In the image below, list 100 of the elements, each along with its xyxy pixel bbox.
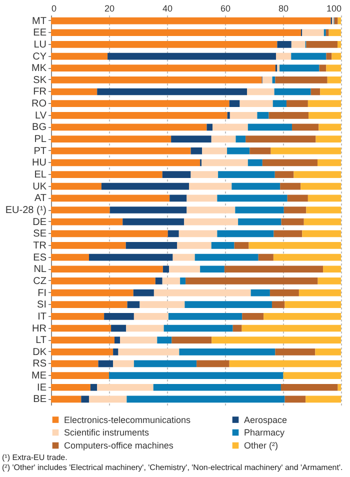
bar bbox=[51, 29, 301, 36]
y-tick-label: EE bbox=[33, 28, 47, 39]
legend-label: Other (²) bbox=[244, 440, 278, 450]
bar bbox=[88, 396, 127, 403]
bar bbox=[168, 230, 179, 238]
legend-label: Computers-office machines bbox=[64, 440, 174, 450]
bar bbox=[274, 171, 294, 178]
bar bbox=[248, 159, 262, 166]
bar bbox=[246, 136, 316, 142]
bar bbox=[276, 52, 292, 60]
bar bbox=[118, 348, 180, 356]
bar bbox=[51, 194, 170, 202]
bar bbox=[277, 64, 280, 72]
bar bbox=[126, 242, 178, 249]
bar bbox=[178, 230, 218, 238]
bar bbox=[51, 182, 102, 190]
bar bbox=[298, 289, 341, 296]
bar bbox=[308, 112, 341, 119]
y-tick-label: HR bbox=[32, 323, 46, 334]
bar bbox=[51, 348, 114, 356]
bar bbox=[51, 218, 123, 226]
y-tick-label: EL bbox=[34, 170, 47, 181]
bar bbox=[217, 230, 274, 238]
bar bbox=[326, 52, 332, 60]
bar bbox=[302, 29, 324, 36]
bar bbox=[212, 336, 341, 344]
bar bbox=[127, 301, 140, 308]
bar bbox=[227, 147, 250, 154]
y-tick-label: HU bbox=[32, 158, 46, 169]
bar bbox=[232, 324, 242, 332]
y-tick-label: PL bbox=[34, 134, 47, 146]
bar bbox=[110, 206, 187, 214]
bar bbox=[268, 112, 309, 119]
bar bbox=[101, 182, 190, 190]
bar bbox=[232, 182, 280, 190]
bar bbox=[274, 230, 302, 238]
bar bbox=[108, 52, 276, 60]
x-tick-label: 40 bbox=[162, 4, 173, 14]
bar bbox=[51, 147, 191, 154]
bar bbox=[280, 182, 301, 190]
bar bbox=[273, 254, 341, 261]
y-tick-label: DE bbox=[32, 216, 47, 228]
bar bbox=[51, 289, 134, 296]
bar bbox=[51, 159, 200, 166]
bar bbox=[51, 242, 126, 249]
bar bbox=[280, 384, 338, 391]
y-tick-label: RS bbox=[32, 358, 47, 370]
bar bbox=[126, 324, 164, 332]
bar bbox=[104, 313, 134, 320]
bar bbox=[229, 100, 240, 107]
bar bbox=[206, 124, 213, 131]
bar bbox=[179, 348, 276, 356]
bar bbox=[218, 171, 275, 178]
bar bbox=[238, 218, 282, 226]
bar bbox=[133, 289, 154, 296]
x-tick-label: 80 bbox=[278, 4, 289, 14]
bar bbox=[332, 52, 341, 60]
bar bbox=[51, 313, 104, 320]
legend-label: Scientific instruments bbox=[64, 428, 150, 438]
y-tick-label: TR bbox=[33, 240, 46, 252]
bar bbox=[97, 384, 154, 391]
y-tick-label: LT bbox=[36, 335, 46, 346]
bar bbox=[318, 124, 341, 131]
bar bbox=[168, 313, 242, 320]
y-tick-label: LU bbox=[34, 39, 46, 50]
y-tick-label: MT bbox=[32, 16, 46, 27]
x-tick-label: 100 bbox=[326, 4, 342, 14]
bar bbox=[169, 266, 200, 273]
bar bbox=[338, 41, 341, 48]
y-tick-label: FI bbox=[38, 288, 46, 299]
bar bbox=[186, 206, 236, 214]
bar bbox=[304, 218, 341, 226]
bar bbox=[235, 206, 284, 214]
bar bbox=[109, 372, 284, 379]
bar bbox=[196, 360, 230, 368]
y-tick-label: BG bbox=[32, 122, 47, 134]
bar bbox=[230, 112, 258, 119]
bar bbox=[257, 112, 269, 119]
bar bbox=[280, 64, 320, 72]
bar bbox=[242, 313, 264, 320]
bar bbox=[240, 100, 273, 107]
bar bbox=[51, 64, 276, 72]
y-tick-label: AT bbox=[34, 193, 46, 204]
bar bbox=[310, 88, 320, 96]
bar bbox=[154, 289, 251, 296]
bar bbox=[291, 52, 326, 60]
bar bbox=[334, 17, 338, 24]
y-tick-label: SI bbox=[37, 300, 46, 311]
bar bbox=[51, 324, 112, 332]
y-tick-label: UK bbox=[32, 181, 47, 192]
bar bbox=[212, 124, 248, 131]
bar bbox=[283, 372, 341, 379]
bar bbox=[284, 396, 306, 403]
bar bbox=[51, 136, 172, 142]
bar bbox=[111, 324, 126, 332]
y-tick-label: DK bbox=[32, 346, 47, 358]
bar bbox=[180, 278, 186, 284]
y-tick-label: SE bbox=[33, 228, 47, 240]
bar bbox=[51, 384, 90, 391]
bar bbox=[234, 242, 249, 249]
